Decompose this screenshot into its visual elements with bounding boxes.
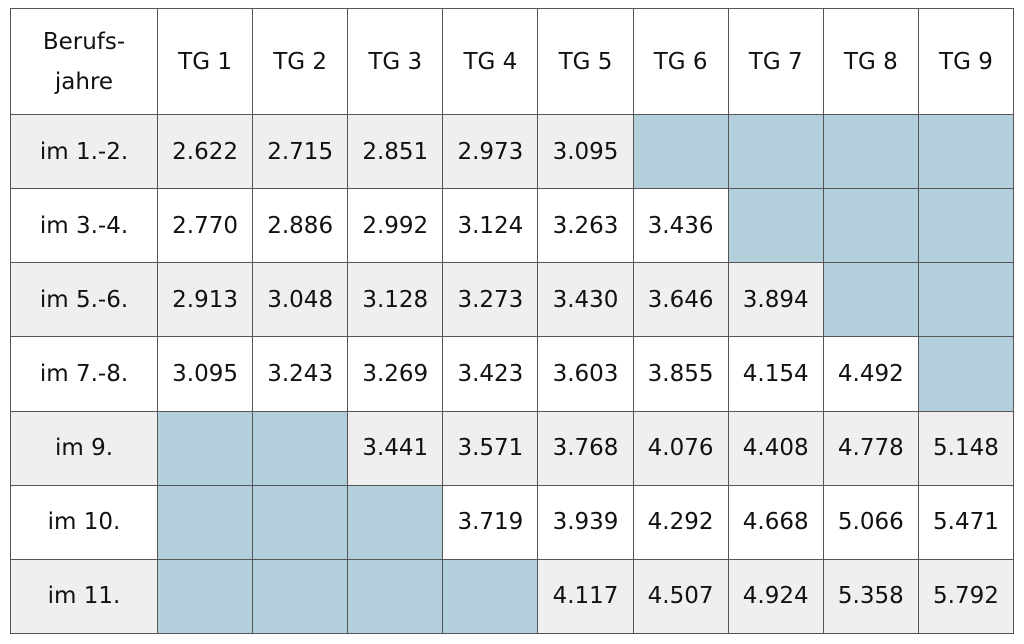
cell: 3.646 <box>632 262 729 338</box>
cell: 3.571 <box>442 410 539 486</box>
empty-cell <box>252 558 349 635</box>
header-cell: TG 6 <box>632 8 729 115</box>
cell: 2.770 <box>156 188 254 264</box>
cell: 3.603 <box>537 336 634 412</box>
cell: 3.423 <box>442 336 539 412</box>
table-row: im 10. 3.719 3.939 4.292 4.668 5.066 5.471 <box>10 484 1015 560</box>
header-cell: Berufs- jahre <box>10 8 158 115</box>
header-cell: TG 2 <box>252 8 349 115</box>
salary-table: Berufs- jahre TG 1 TG 2 TG 3 TG 4 TG 5 TG 6 TG … <box>10 8 1015 635</box>
empty-cell <box>632 113 729 190</box>
table-row: im 9. 3.441 3.571 3.768 4.076 4.408 4.778 5.148 <box>10 410 1015 486</box>
cell: 2.851 <box>347 113 444 190</box>
cell: 3.048 <box>252 262 349 338</box>
cell: 3.719 <box>442 484 539 560</box>
cell: 3.124 <box>442 188 539 264</box>
empty-cell <box>917 262 1015 338</box>
cell: 3.855 <box>632 336 729 412</box>
cell: 3.894 <box>727 262 824 338</box>
cell: 4.778 <box>822 410 919 486</box>
cell: 2.913 <box>156 262 254 338</box>
row-label: im 9. <box>10 410 158 486</box>
cell: 4.117 <box>537 558 634 635</box>
cell: 3.128 <box>347 262 444 338</box>
header-cell: TG 9 <box>917 8 1015 115</box>
table-row: im 1.-2. 2.622 2.715 2.851 2.973 3.095 <box>10 113 1015 190</box>
empty-cell <box>727 113 824 190</box>
table-row: im 3.-4. 2.770 2.886 2.992 3.124 3.263 3.436 <box>10 188 1015 264</box>
empty-cell <box>156 410 254 486</box>
header-cell: TG 8 <box>822 8 919 115</box>
cell: 3.436 <box>632 188 729 264</box>
empty-cell <box>156 484 254 560</box>
cell: 4.154 <box>727 336 824 412</box>
header-cell: TG 5 <box>537 8 634 115</box>
row-label: im 3.-4. <box>10 188 158 264</box>
empty-cell <box>917 188 1015 264</box>
header-cell: TG 7 <box>727 8 824 115</box>
cell: 3.243 <box>252 336 349 412</box>
cell: 2.886 <box>252 188 349 264</box>
empty-cell <box>822 113 919 190</box>
cell: 5.471 <box>917 484 1015 560</box>
cell: 4.924 <box>727 558 824 635</box>
header-cell: TG 1 <box>156 8 254 115</box>
row-label: im 7.-8. <box>10 336 158 412</box>
empty-cell <box>917 336 1015 412</box>
empty-cell <box>347 484 444 560</box>
header-row: Berufs- jahre TG 1 TG 2 TG 3 TG 4 TG 5 TG 6 TG … <box>10 8 1015 115</box>
table-row: im 5.-6. 2.913 3.048 3.128 3.273 3.430 3.646 3.… <box>10 262 1015 338</box>
cell: 3.441 <box>347 410 444 486</box>
empty-cell <box>727 188 824 264</box>
empty-cell <box>156 558 254 635</box>
cell: 3.939 <box>537 484 634 560</box>
empty-cell <box>917 113 1015 190</box>
cell: 5.792 <box>917 558 1015 635</box>
empty-cell <box>822 188 919 264</box>
cell: 3.095 <box>156 336 254 412</box>
table-row: im 7.-8. 3.095 3.243 3.269 3.423 3.603 3.855 4.… <box>10 336 1015 412</box>
header-cell: TG 3 <box>347 8 444 115</box>
empty-cell <box>252 410 349 486</box>
cell: 2.992 <box>347 188 444 264</box>
table-row: im 11. 4.117 4.507 4.924 5.358 5.792 <box>10 558 1015 635</box>
cell: 3.273 <box>442 262 539 338</box>
cell: 2.715 <box>252 113 349 190</box>
cell: 4.076 <box>632 410 729 486</box>
header-cell: TG 4 <box>442 8 539 115</box>
empty-cell <box>252 484 349 560</box>
empty-cell <box>822 262 919 338</box>
cell: 5.066 <box>822 484 919 560</box>
cell: 3.263 <box>537 188 634 264</box>
cell: 4.292 <box>632 484 729 560</box>
cell: 3.768 <box>537 410 634 486</box>
cell: 5.358 <box>822 558 919 635</box>
empty-cell <box>442 558 539 635</box>
cell: 3.430 <box>537 262 634 338</box>
row-label: im 5.-6. <box>10 262 158 338</box>
cell: 3.269 <box>347 336 444 412</box>
cell: 2.973 <box>442 113 539 190</box>
row-label: im 11. <box>10 558 158 635</box>
empty-cell <box>347 558 444 635</box>
cell: 4.408 <box>727 410 824 486</box>
cell: 2.622 <box>156 113 254 190</box>
cell: 5.148 <box>917 410 1015 486</box>
row-label: im 1.-2. <box>10 113 158 190</box>
cell: 3.095 <box>537 113 634 190</box>
cell: 4.507 <box>632 558 729 635</box>
cell: 4.492 <box>822 336 919 412</box>
row-label: im 10. <box>10 484 158 560</box>
cell: 4.668 <box>727 484 824 560</box>
